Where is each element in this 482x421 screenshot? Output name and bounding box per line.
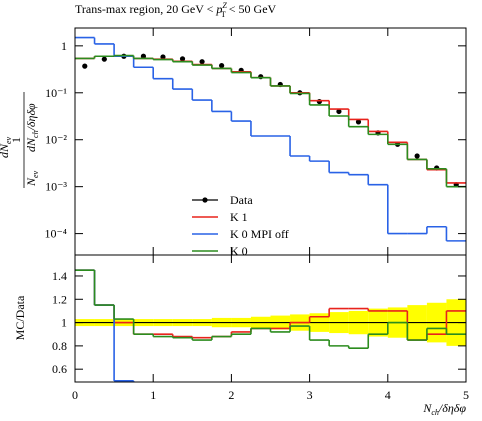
y-tick-label: 1.4 [52, 269, 67, 283]
x-tick-label: 4 [385, 388, 391, 402]
y-label-part: N [24, 177, 38, 187]
step-connector [93, 270, 448, 349]
data-point [199, 59, 205, 65]
legend-label: K 1 [230, 210, 248, 224]
y-tick-label: 1.2 [52, 292, 67, 306]
y-axis-label: 1 Nev dNev dNch/δηδφ [0, 92, 40, 188]
legend-label: Data [230, 193, 253, 207]
legend-label: K 0 [230, 244, 248, 258]
title-part: p [215, 2, 222, 16]
legend-label: K 0 MPI off [230, 227, 289, 241]
step-connector [93, 56, 448, 183]
y-tick-label: 0.6 [52, 362, 67, 376]
x-tick-label: 1 [150, 388, 156, 402]
y-label-part: Nev [24, 170, 40, 187]
y-label-part: dNev [0, 136, 13, 158]
x-axis-label: Nch/δηδφ [422, 401, 466, 417]
x-label-part: /δηδφ [438, 401, 466, 415]
data-point [101, 56, 107, 62]
step-connector [93, 55, 448, 187]
y-label-part: ev [4, 136, 13, 144]
y-tick-label: 10⁻⁴ [44, 227, 67, 241]
data-point [355, 119, 362, 125]
y-label-part: dNch/δηδφ [24, 103, 40, 152]
data-point [414, 153, 420, 159]
x-tick-label: 2 [228, 388, 234, 402]
y-tick-label: 10⁻² [45, 133, 67, 147]
y-label-part: ev [31, 170, 40, 178]
y-tick-label: 10⁻¹ [45, 86, 67, 100]
y-label-part: 1 [9, 137, 23, 143]
step-connector [93, 270, 135, 382]
data-point [219, 62, 225, 69]
ratio-y-label: MC/Data [13, 295, 27, 340]
y-tick-label: 1 [61, 316, 67, 330]
title-part: T [221, 10, 226, 19]
data-point [140, 53, 147, 59]
y-tick-label: 10⁻³ [45, 180, 67, 194]
data-point [179, 56, 186, 62]
data-point [258, 74, 264, 80]
x-tick-label: 5 [463, 388, 469, 402]
chart-title: Trans-max region, 20 GeV < pZ T < 50 GeV [75, 1, 277, 19]
ratio-frame [74, 254, 467, 383]
legend-swatch [202, 197, 208, 203]
x-tick-label: 3 [307, 388, 313, 402]
data-point [82, 63, 88, 69]
data-point [336, 108, 342, 115]
y-label-part: dN [0, 143, 11, 158]
data-point [316, 98, 322, 105]
title-part: < 50 GeV [226, 2, 277, 16]
main-plot [75, 36, 466, 242]
x-label-part: ch [431, 408, 439, 417]
step-connector [93, 37, 448, 241]
y-label-part: dN [24, 137, 38, 152]
y-label-part: /δηδφ [24, 103, 38, 131]
y-tick-label: 0.8 [52, 339, 67, 353]
x-tick-label: 0 [72, 388, 78, 402]
title-part: Z [222, 1, 227, 10]
data-point [160, 54, 166, 60]
x-label-part: N [422, 401, 432, 415]
y-tick-label: 1 [61, 39, 67, 53]
y-label-part: ch [31, 130, 40, 138]
title-part: Trans-max region, 20 GeV < [75, 2, 216, 16]
ratio-plot [75, 269, 466, 382]
axes: 1 10⁻¹ 10⁻² 10⁻³ 10⁻⁴ Data K 1 K 0 MPI off K 0 0.… [44, 28, 469, 402]
